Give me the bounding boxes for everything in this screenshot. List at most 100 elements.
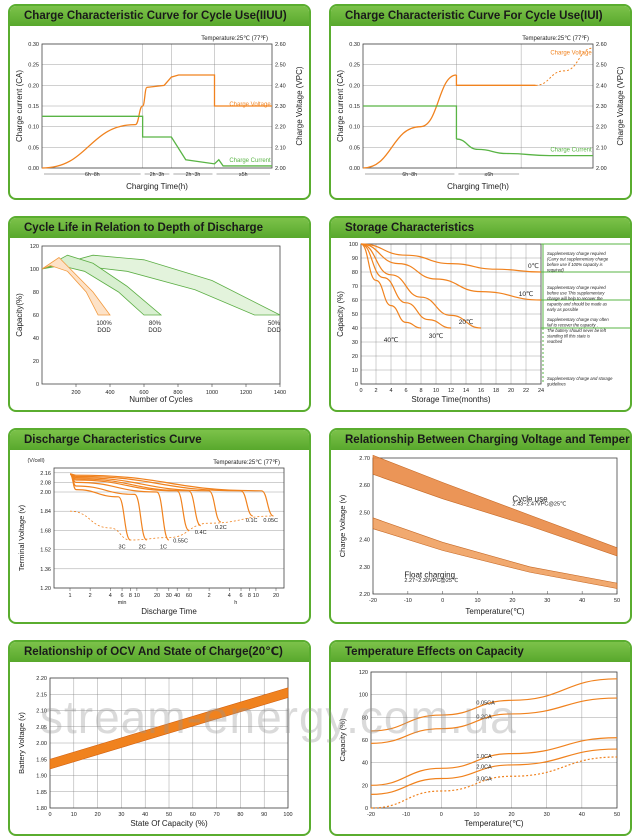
x-unit-min: min [118, 600, 127, 606]
phase-label: 6h~8h [402, 172, 417, 178]
guideline-note: Supplementary charge required [547, 251, 606, 256]
x-tick-label-min: 60 [186, 593, 192, 599]
series-label: 3C [119, 544, 126, 550]
y-tick-label: 1.68 [40, 528, 51, 534]
phase-label: 2h~3h [150, 172, 165, 178]
series-label: DOD [97, 328, 111, 334]
x-tick-label: 800 [173, 390, 182, 396]
x-tick-label: -10 [402, 812, 410, 818]
chart-subtitle: Temperature:25℃ (77℉) [213, 459, 280, 466]
series-label: 40℃ [384, 336, 399, 344]
series-band-100-dod [41, 256, 111, 316]
x-tick-label: 24 [538, 388, 544, 394]
y-axis-label: Terminal Voltage (v) [17, 504, 26, 571]
chart-discharge: 1.20 1.36 1.52 1.68 1.84 2.00 2.08 2.16 (V/cell)… [17, 458, 285, 616]
series-label-charge-current: Charge Current [229, 158, 271, 164]
chart-charge-voltage-temp: 2.20 2.30 2.40 2.50 2.60 2.70 -20 -10 0 10 20 30 40 5… [338, 454, 620, 616]
x-tick-label: 22 [523, 388, 529, 394]
y-unit-label: (V/cell) [27, 458, 44, 464]
y-tick-label: 40 [33, 336, 39, 342]
series-label: 3.0CA [476, 777, 492, 783]
y-tick-label: 2.08 [40, 480, 51, 486]
x-tick-label-h: 10 [253, 593, 259, 599]
x-tick-label-min: 40 [174, 593, 180, 599]
guideline-note: Supplementary charge and storage [547, 376, 613, 381]
plot-frame [49, 677, 289, 809]
y-tick-label: 20 [33, 359, 39, 365]
panel-title: Storage Characteristics [331, 218, 630, 238]
x-tick-label: 18 [493, 388, 499, 394]
y-tick-label: 0 [36, 382, 39, 388]
x-tick-label: 10 [71, 812, 77, 818]
x-tick-label-min: 6 [121, 593, 124, 599]
series-label-charge-voltage: Charge Voltage [550, 50, 592, 56]
guideline-note: charge will help to recover the [547, 296, 603, 301]
x-tick-label-h: 20 [273, 593, 279, 599]
series-line-6 [69, 473, 254, 517]
series-label-charge-voltage: Charge Voltage [229, 102, 271, 108]
series-label: DOD [148, 328, 162, 334]
series-band-ocv [49, 687, 289, 770]
series-label-float: Float charging [404, 571, 455, 580]
y-tick-label: 2.20 [36, 676, 47, 682]
guideline-note: capacity and should be made as [547, 301, 608, 306]
panel-title: Cycle Life in Relation to Depth of Disch… [10, 218, 309, 238]
series-line-1 [370, 697, 618, 744]
x-tick-label: 1000 [206, 390, 218, 396]
y-tick-label: 0.15 [28, 104, 39, 110]
x-tick-label: -10 [404, 598, 412, 604]
y2-tick-label: 2.00 [275, 166, 286, 172]
chart-subtitle: Temperature:25℃ (77℉) [522, 35, 589, 42]
y-tick-label: 0.10 [349, 125, 360, 131]
panel-title: Charge Characteristic Curve For Cycle Us… [331, 6, 630, 26]
y-tick-label: 0.05 [349, 145, 360, 151]
x-axis-label: Charging Time(h) [126, 182, 188, 191]
panel-title: Relationship of OCV And State of Charge(… [10, 642, 309, 662]
y-axis-label: Capacity (%) [338, 718, 347, 761]
x-tick-label-min: 4 [109, 593, 112, 599]
x-tick-label: 40 [579, 812, 585, 818]
x-tick-label: 70 [214, 812, 220, 818]
y-axis-label: Charge current (CA) [15, 70, 24, 142]
plot-frame [370, 671, 618, 809]
series-line-0 [370, 678, 618, 732]
guideline-note: early as possible [547, 307, 579, 312]
x-unit-h: h [234, 600, 237, 606]
series-band-0 [372, 454, 618, 557]
y-tick-label: 0.25 [349, 63, 360, 69]
guideline-note: before use if 100% capacity is [547, 262, 604, 267]
guideline-note: Supplementary charge required [547, 285, 606, 290]
x-tick-label-h: 2 [208, 593, 211, 599]
y-tick-label: 80 [33, 290, 39, 296]
series-label: 2.0CA [476, 765, 492, 771]
y-tick-label: 70 [352, 284, 358, 290]
panel-discharge: Discharge Characteristics Curve 1.20 1.36… [8, 428, 311, 624]
y-tick-label: 2.20 [359, 592, 370, 598]
x-tick-label: 10 [433, 388, 439, 394]
series-band-1 [372, 517, 618, 589]
y2-tick-label: 2.30 [275, 104, 286, 110]
y-tick-label: 0.30 [28, 42, 39, 48]
series-line-0 [360, 243, 542, 273]
x-tick-label: 4 [389, 388, 392, 394]
series-line-charge-current [456, 138, 593, 157]
series-line-3 [360, 243, 452, 329]
y-tick-label: 2.30 [359, 565, 370, 571]
x-tick-label: 80 [237, 812, 243, 818]
x-tick-label-min: 1 [68, 593, 71, 599]
y2-tick-label: 2.50 [275, 63, 286, 69]
series-line-charge-current [42, 115, 272, 167]
y-tick-label: 1.90 [36, 774, 47, 780]
series-label: 100% [96, 321, 112, 327]
x-tick-label: 20 [509, 812, 515, 818]
y2-axis-label: Charge Voltage (VPC) [295, 66, 304, 145]
chart-charge-iui: 0.00 0.05 0.10 0.15 0.20 0.25 0.30 2.00 2.10 2.20… [336, 35, 625, 191]
y2-tick-label: 2.10 [275, 145, 286, 151]
series-label: 0.2C [215, 525, 227, 531]
y-tick-label: 100 [359, 693, 368, 699]
x-tick-label: 20 [95, 812, 101, 818]
series-label: 50% [268, 321, 281, 327]
y-tick-label: 40 [352, 326, 358, 332]
y-tick-label: 1.85 [36, 790, 47, 796]
y-tick-label: 2.70 [359, 456, 370, 462]
